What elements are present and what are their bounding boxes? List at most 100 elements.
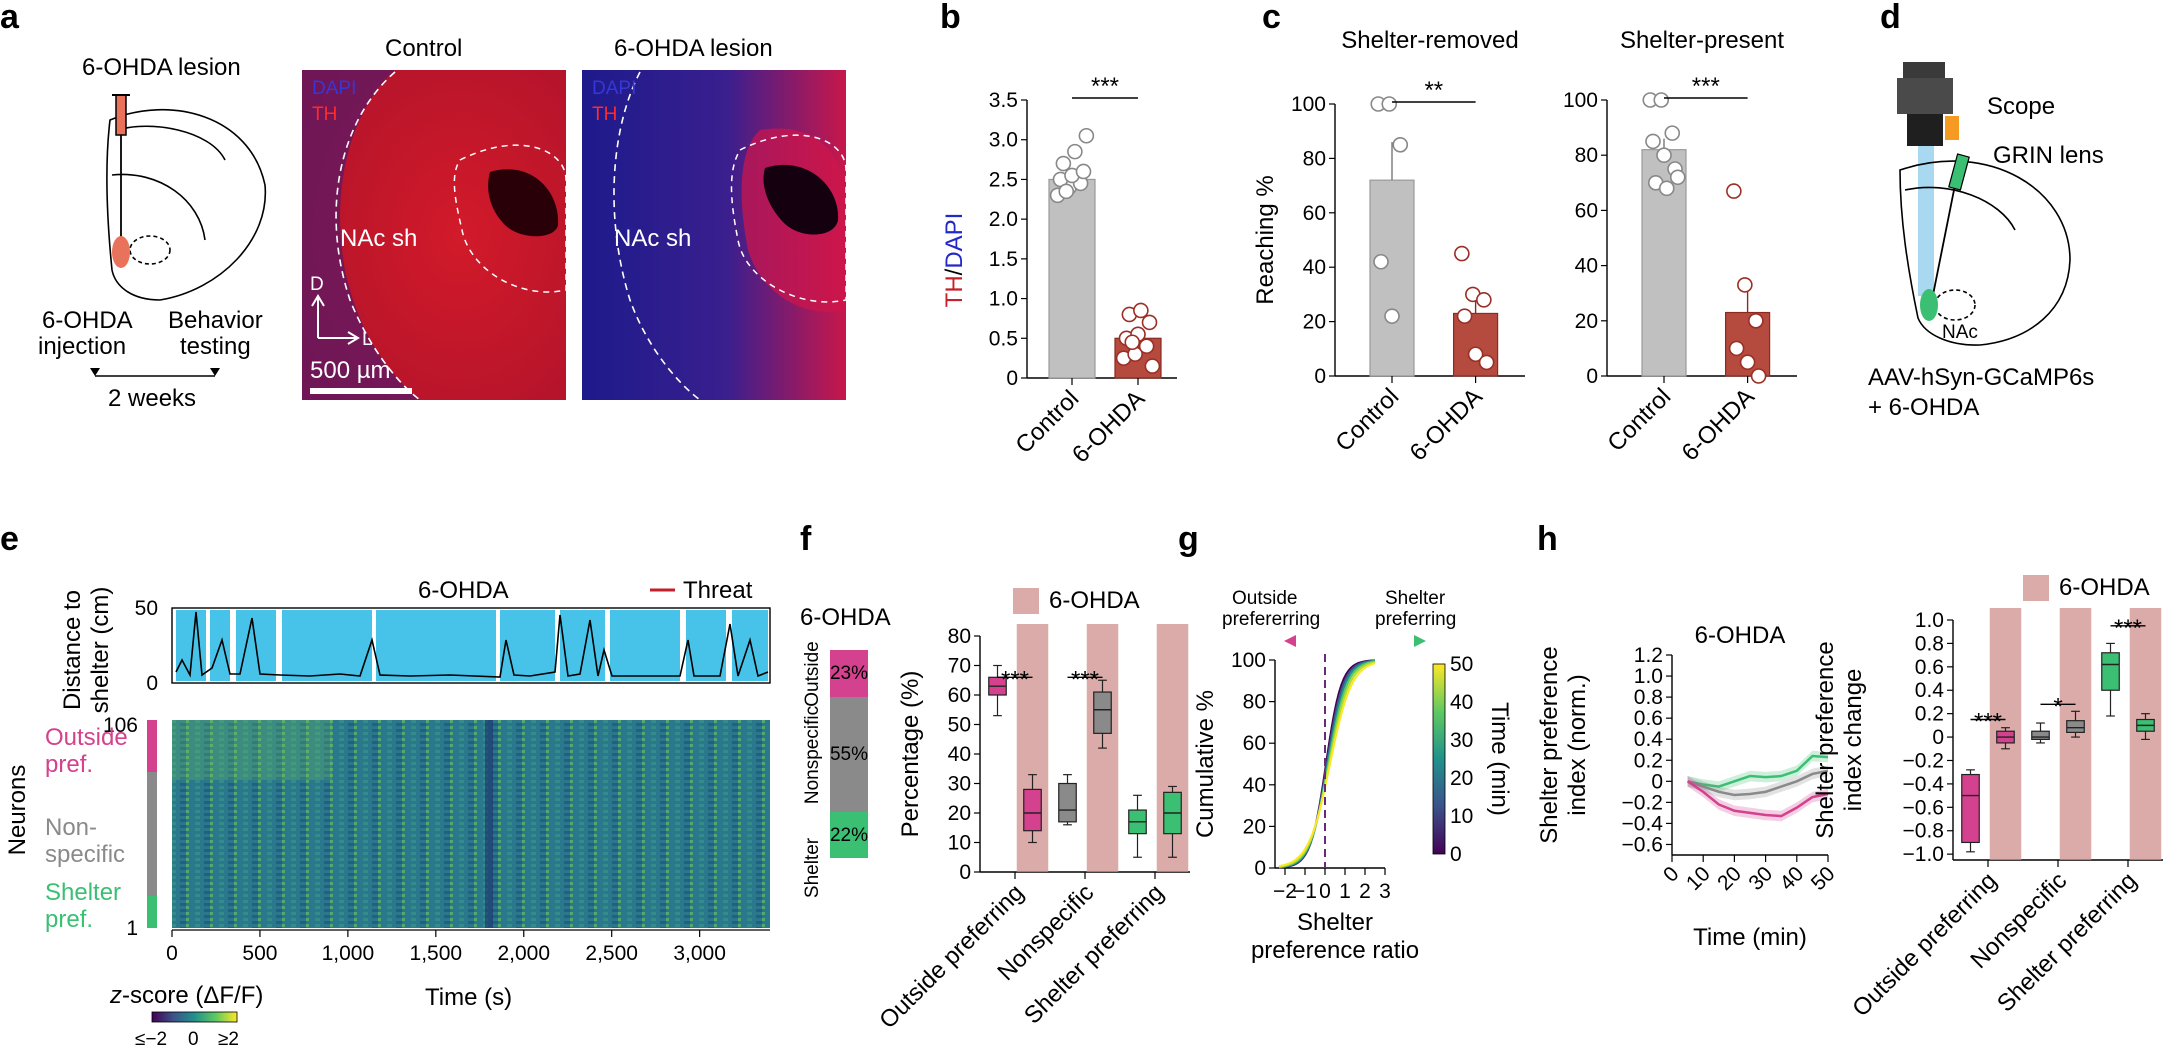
chart-g-xtick-label: 1 [1339, 880, 1351, 903]
chart-h2-ytick-label: −0.6 [1903, 796, 1944, 819]
chart-f-ytick-label: 30 [948, 773, 971, 796]
orientation-axes-icon [311, 294, 360, 345]
chart-h1-xtick-label: 30 [1744, 862, 1777, 895]
chart-b-ytick-label: 1.5 [989, 248, 1018, 271]
chart-c1-ytick-label: 100 [1291, 93, 1326, 116]
chart-h2-ytick-label: −0.4 [1903, 773, 1945, 796]
chart-h2-ytick-label: −0.2 [1903, 749, 1944, 772]
chart-b-ytick-label: 3.0 [989, 129, 1018, 152]
chart-c-shelter-removed: 0 20 40 60 80 100 Control 6-OHDA ** Shelter-remov… [1252, 27, 1525, 466]
chart-g-xtick-label: 0 [1319, 880, 1331, 903]
chart-c2-datapoint [1748, 312, 1764, 329]
chart-g-cumulative-curve [1278, 662, 1376, 868]
chart-b-sig-label: *** [1091, 73, 1119, 100]
chart-h2-legend-label: 6-OHDA [2059, 574, 2150, 601]
control-image-title: Control [385, 35, 462, 62]
chart-c2-ytick-label: 20 [1575, 310, 1598, 333]
chart-h1-ytick-label: 0.4 [1634, 728, 1664, 751]
control-dapi-label: DAPI [312, 78, 356, 99]
chart-b-datapoint [1144, 358, 1161, 374]
chart-g-ytick-label: 80 [1243, 691, 1266, 714]
brain-section-schematic-d [1899, 160, 2071, 346]
chart-c1-datapoint [1467, 346, 1484, 363]
behavior-label-2: testing [180, 333, 251, 360]
stacked-nonspecific [830, 697, 868, 812]
lesion-region-label: NAc sh [614, 225, 691, 252]
group-label-nonspecific-2: specific [45, 841, 125, 868]
chart-c1-ytick-label: 0 [1314, 365, 1326, 388]
chart-b-datapoint [1075, 163, 1092, 180]
chart-f-box [1058, 782, 1077, 823]
ylabel-th: TH [941, 275, 968, 307]
chart-g-xtick-label: −1 [1293, 880, 1317, 903]
chart-c1-sig-label: ** [1424, 77, 1443, 104]
lesion-micrograph [582, 70, 847, 401]
chart-h2-sig-label: * [2053, 693, 2062, 720]
group-label-shelter-1: Shelter [45, 879, 121, 906]
chart-h1-ytick-label: −0.6 [1622, 833, 1663, 856]
chart-c2-datapoint [1737, 277, 1753, 293]
grin-lens-icon [1931, 153, 1970, 301]
chart-f-box [1093, 691, 1112, 734]
chart-b-ytick-label: 2.0 [989, 208, 1018, 231]
panel-d: Scope GRIN lens NAc AAV-hSyn-GCaMP6s + 6… [1868, 62, 2104, 421]
chart-h1-series-line [1686, 780, 1829, 818]
control-region-label: NAc sh [340, 225, 417, 252]
group-label-outside-1: Outside [45, 724, 128, 751]
chart-c1-bar [1369, 179, 1415, 377]
chart-f-ytick-label: 0 [959, 861, 971, 884]
chart-h1-xtick-label: 50 [1807, 862, 1840, 895]
microscope-icon [1897, 62, 1959, 296]
chart-g-xtick-label: 2 [1359, 880, 1371, 903]
chart-f-legend-label: 6-OHDA [1049, 587, 1140, 614]
arrow-left-label-2: prefererring [1222, 609, 1320, 630]
chart-c1-datapoint [1384, 308, 1400, 324]
chart-c2-datapoint [1645, 133, 1661, 150]
distance-ylabel-2: shelter (cm) [87, 587, 114, 714]
chart-h1-xtick-label: 10 [1682, 862, 1715, 895]
chart-c2-datapoint [1669, 169, 1686, 186]
chart-f-ytick-label: 60 [948, 684, 971, 707]
stacked-outside [830, 650, 868, 697]
chart-h1-ytick-label: −0.4 [1622, 812, 1664, 835]
panel-label-e: e [0, 520, 19, 558]
chart-f-ytick-label: 10 [948, 832, 971, 855]
chart-c2-ytick-label: 0 [1586, 365, 1598, 388]
virus-label-1: AAV-hSyn-GCaMP6s [1868, 364, 2094, 391]
group-label-nonspecific-1: Non- [45, 814, 97, 841]
chart-c2-xtick-label: Control [1602, 383, 1676, 457]
panel-f-stacked: 6-OHDA 23% 55% 22% Outside Nonspecific S… [800, 604, 891, 898]
chart-c1-datapoint [1373, 253, 1389, 270]
distance-ytick-50: 50 [135, 597, 158, 620]
arrow-left-label-1: Outside [1232, 588, 1297, 609]
neurons-ylabel: Neurons [4, 765, 31, 856]
panel-label-b: b [940, 0, 961, 36]
chart-h2-box [2031, 730, 2050, 741]
lesion-image-title: 6-OHDA lesion [614, 35, 773, 62]
panel-label-c: c [1262, 0, 1281, 36]
time-colorbar [1432, 663, 1446, 855]
arrow-right-label-2: preferring [1375, 609, 1456, 630]
chart-c1-ytick-label: 80 [1303, 147, 1326, 170]
chart-h1-sem-band [1687, 750, 1828, 792]
control-th-label: TH [312, 104, 337, 125]
chart-h1-series-line [1687, 769, 1829, 797]
chart-c1-ylabel: Reaching % [1252, 175, 1279, 304]
neuron-tick-106: 106 [103, 714, 138, 737]
chart-b-xtick-label: 6-OHDA [1067, 385, 1150, 468]
chart-h2-ytick-label: 0.4 [1915, 679, 1945, 702]
distance-ytick-0: 0 [146, 672, 158, 695]
control-micrograph [302, 70, 567, 401]
chart-b-ytick-label: 1.0 [989, 288, 1018, 311]
chart-h1-xtick-label: 20 [1713, 862, 1746, 895]
chart-f-box [1023, 788, 1042, 832]
chart-g-xtick-label: 3 [1379, 880, 1391, 903]
chart-h1-ylabel: index (norm.) [1564, 674, 1591, 815]
chart-c2-ytick-label: 40 [1575, 255, 1598, 278]
chart-h2-box [1961, 773, 1980, 844]
zscore-tick-0: 0 [188, 1029, 199, 1050]
chart-g-ytick-label: 40 [1243, 774, 1266, 797]
heatmap-xlabel: Time (s) [425, 984, 512, 1011]
chart-c2-ytick-label: 80 [1575, 144, 1598, 167]
heatmap-xtick-label: 500 [242, 942, 277, 965]
